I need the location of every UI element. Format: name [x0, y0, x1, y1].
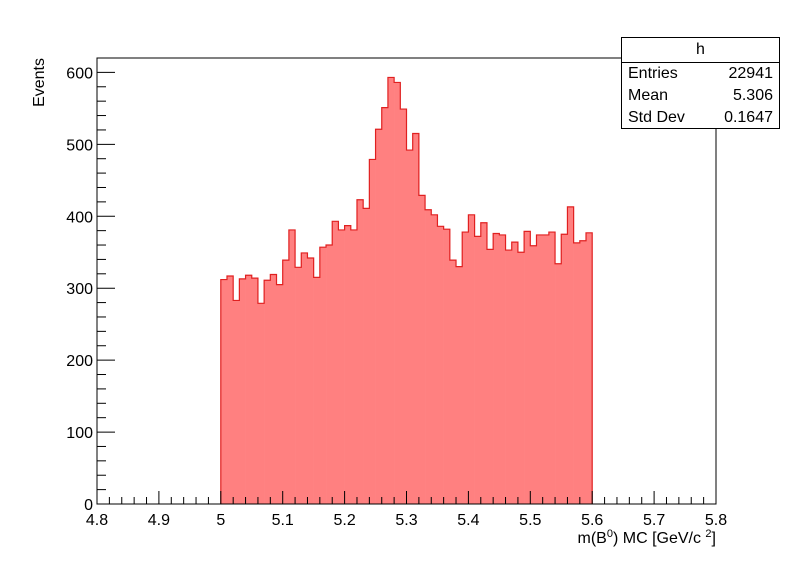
- histogram-bin: [381, 107, 389, 504]
- y-axis-label: Events: [31, 58, 48, 107]
- x-tick-label: 5.6: [581, 512, 603, 529]
- histogram-bin: [418, 195, 426, 504]
- histogram-bin: [350, 229, 358, 504]
- histogram-bin: [542, 234, 550, 504]
- histogram-bin: [462, 232, 469, 505]
- histogram-outline: [220, 76, 593, 504]
- histogram-bin: [356, 199, 364, 505]
- histogram-bars: [220, 77, 593, 505]
- histogram-bin: [579, 240, 587, 504]
- histogram-bin: [301, 252, 308, 504]
- histogram-bin: [443, 229, 451, 504]
- histogram-bin: [412, 133, 420, 504]
- histogram-bin: [332, 221, 339, 504]
- histogram-bin: [406, 150, 413, 504]
- histogram-bin: [239, 278, 246, 504]
- histogram-bin: [555, 263, 562, 504]
- x-tick-label: 5.3: [395, 512, 417, 529]
- histogram-bin: [282, 260, 290, 504]
- histogram-bin: [486, 249, 494, 504]
- histogram-bin: [505, 250, 513, 504]
- histogram-bin: [326, 245, 333, 504]
- stats-row-mean: Mean 5.306: [622, 85, 779, 107]
- x-tick-label: 4.9: [148, 512, 170, 529]
- stats-value: 0.1647: [724, 109, 773, 126]
- histogram-bin: [573, 242, 581, 504]
- histogram-bin: [394, 82, 401, 504]
- stats-title: h: [622, 38, 779, 63]
- stats-row-entries: Entries 22941: [622, 63, 779, 85]
- histogram-bin: [387, 77, 395, 504]
- histogram-bin: [561, 234, 568, 504]
- y-tick-label: 600: [66, 65, 93, 82]
- histogram-bin: [517, 252, 525, 504]
- x-tick-label: 5.2: [333, 512, 355, 529]
- y-tick-label: 100: [66, 425, 93, 442]
- histogram-bin: [363, 208, 370, 504]
- stats-value: 22941: [728, 65, 774, 82]
- x-tick-label: 5.4: [457, 512, 479, 529]
- histogram-bin: [493, 233, 500, 504]
- histogram-bin: [307, 257, 314, 504]
- y-tick-label: 300: [66, 281, 93, 298]
- x-tick-label: 5.7: [643, 512, 665, 529]
- histogram-bin: [431, 214, 438, 505]
- histogram-bin: [474, 236, 482, 504]
- stats-value: 5.306: [732, 87, 773, 104]
- y-tick-label: 500: [66, 137, 93, 154]
- histogram-bin: [220, 279, 228, 504]
- y-tick-label: 400: [66, 209, 93, 226]
- histogram-bin: [295, 267, 302, 504]
- histogram-bin: [511, 242, 519, 504]
- histogram-bin: [586, 232, 593, 504]
- histogram-bin: [245, 275, 253, 504]
- histogram-bin: [456, 266, 463, 504]
- x-axis-label: m(B0) MC [GeV/c 2]: [578, 528, 716, 547]
- stats-label: Std Dev: [628, 109, 685, 126]
- histogram-bin: [468, 214, 475, 505]
- y-tick-label: 200: [66, 353, 93, 370]
- histogram-bin: [313, 277, 321, 504]
- histogram-bin: [567, 206, 574, 505]
- histogram-bin: [264, 280, 271, 504]
- stats-box: h Entries 22941 Mean 5.306 Std Dev 0.164…: [621, 37, 780, 129]
- histogram-bin: [449, 260, 457, 504]
- y-axis-ticks: 0 100 200 300 400 500 600: [66, 65, 115, 514]
- y-tick-label: 0: [84, 497, 93, 514]
- histogram-bin: [499, 234, 506, 504]
- histogram-bin: [344, 225, 352, 504]
- histogram-bin: [369, 159, 376, 505]
- histogram-bin: [233, 300, 240, 504]
- x-tick-label: 5.1: [272, 512, 294, 529]
- histogram-bin: [288, 229, 296, 504]
- histogram-bin: [530, 245, 537, 504]
- stats-label: Mean: [628, 87, 669, 104]
- histogram-bin: [270, 274, 277, 504]
- histogram-bin: [375, 129, 383, 504]
- histogram-bin: [226, 275, 234, 504]
- histogram-bin: [524, 231, 531, 505]
- histogram-bin: [548, 232, 556, 505]
- histogram-bin: [480, 222, 488, 505]
- histogram-bin: [251, 278, 259, 504]
- histogram-bin: [437, 226, 444, 504]
- histogram-bin: [536, 234, 543, 504]
- histogram-bin: [400, 109, 407, 505]
- histogram-bin: [338, 229, 345, 504]
- stats-row-stddev: Std Dev 0.1647: [622, 107, 779, 129]
- histogram-bin: [257, 303, 265, 504]
- x-tick-label: 4.8: [86, 512, 108, 529]
- histogram-bin: [319, 247, 327, 505]
- x-tick-label: 5.5: [519, 512, 541, 529]
- stats-label: Entries: [628, 65, 678, 82]
- histogram-bin: [276, 284, 283, 504]
- histogram-bin: [425, 209, 432, 504]
- x-tick-label: 5: [216, 512, 225, 529]
- x-tick-label: 5.8: [705, 512, 727, 529]
- x-axis-ticks: 4.8 4.9 5 5.1 5.2 5.3 5.4 5.5 5.6 5.7 5.8: [86, 491, 727, 529]
